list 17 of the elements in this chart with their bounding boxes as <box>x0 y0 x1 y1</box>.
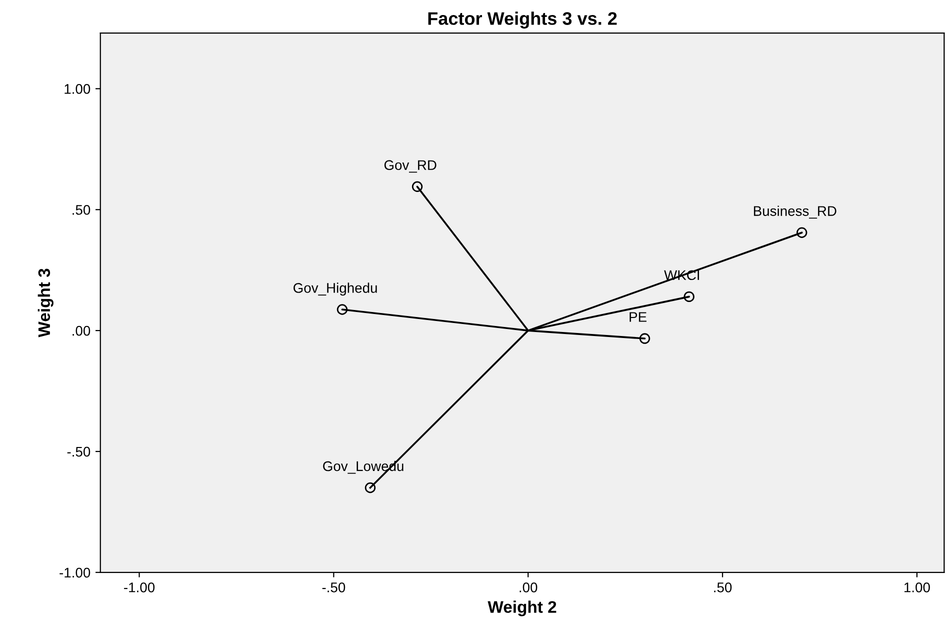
annotation: PE <box>630 312 646 322</box>
y-tick-label: -.50 <box>67 446 90 457</box>
chart-title: Factor Weights 3 vs. 2 <box>428 12 617 29</box>
x-tick-label: .50 <box>714 582 732 592</box>
y-tick-label: .00 <box>72 326 90 336</box>
annotation: Gov_RD <box>384 160 436 173</box>
annotation: Gov_Highedu <box>294 282 377 296</box>
y-tick-label: -1.00 <box>60 568 90 578</box>
y-axis-title: Weight 3 <box>38 268 54 338</box>
annotation: Business_RD <box>754 206 836 219</box>
x-tick-label: -1.00 <box>124 582 155 592</box>
y-tick-label: 1.00 <box>64 84 90 94</box>
x-tick-label: -.50 <box>322 582 346 592</box>
x-tick-label: .00 <box>520 582 538 592</box>
y-tick-label: .50 <box>72 204 90 215</box>
x-axis-title: Weight 2 <box>488 600 556 616</box>
x-tick-label: 1.00 <box>904 582 930 592</box>
